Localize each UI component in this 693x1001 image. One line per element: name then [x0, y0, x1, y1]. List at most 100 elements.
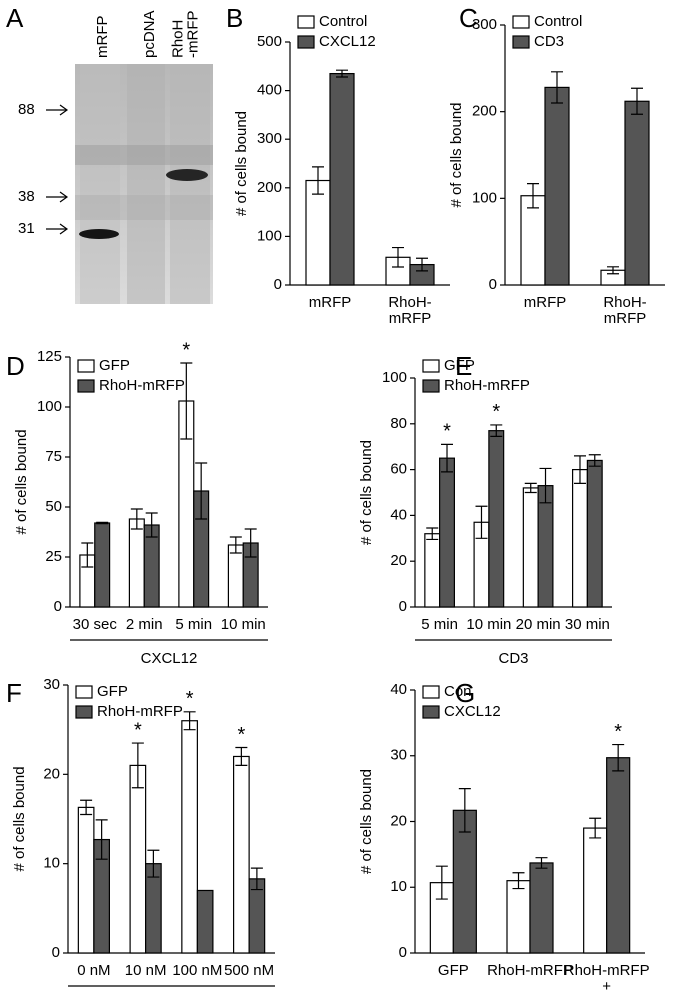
- x-tick-label: mRFP: [309, 294, 352, 311]
- y-axis-label: # of cells bound: [11, 766, 28, 871]
- legend-label: Con: [444, 683, 472, 700]
- x-tick-label: 2 min: [126, 616, 163, 633]
- y-tick-label: 0: [52, 944, 60, 961]
- y-axis-label: # of cells bound: [13, 429, 30, 534]
- bar: [228, 545, 243, 607]
- y-axis-label: # of cells bound: [233, 111, 250, 216]
- x-tick-label: 100 nM: [172, 962, 222, 979]
- y-tick-label: 0: [54, 598, 62, 615]
- bar: [523, 488, 538, 607]
- bar: [489, 431, 504, 607]
- x-tick-label: 20 min: [516, 616, 561, 633]
- legend-swatch: [298, 36, 314, 48]
- bar: [330, 74, 354, 285]
- bar: [440, 458, 455, 607]
- legend-label: CXCL12: [319, 33, 376, 50]
- y-tick-label: 300: [257, 130, 282, 147]
- blot-smear: [75, 195, 213, 220]
- legend-swatch: [78, 380, 94, 392]
- bar: [425, 534, 440, 607]
- legend-label: CD3: [534, 33, 564, 50]
- legend-swatch: [513, 36, 529, 48]
- y-tick-label: 0: [489, 276, 497, 293]
- significance-mark: *: [186, 688, 194, 710]
- x-tick-label: 500 nM: [224, 962, 274, 979]
- y-axis-label: # of cells bound: [358, 769, 375, 874]
- marker-label: 38: [18, 188, 35, 205]
- blot-lane: [127, 64, 165, 304]
- bar: [182, 721, 198, 953]
- y-tick-label: 80: [390, 415, 407, 432]
- x-tick-label: mRFP: [604, 310, 647, 327]
- y-tick-label: 400: [257, 82, 282, 99]
- x-tick-label: 10 min: [221, 616, 266, 633]
- y-tick-label: 0: [274, 276, 282, 293]
- legend-swatch: [76, 706, 92, 718]
- x-tick-label: mRFP: [524, 294, 567, 311]
- blot-smear: [75, 145, 213, 165]
- x-axis-label: CXCL12: [141, 650, 198, 667]
- legend-label: GFP: [99, 357, 130, 374]
- x-tick-label: GFP: [438, 962, 469, 979]
- x-axis-label: CD3: [498, 650, 528, 667]
- y-tick-label: 30: [390, 747, 407, 764]
- bar: [521, 196, 545, 285]
- x-tick-label: 10 min: [466, 616, 511, 633]
- x-tick-label: +: [602, 978, 611, 995]
- marker-label: 88: [18, 101, 35, 118]
- x-tick-label: 30 min: [565, 616, 610, 633]
- y-tick-label: 0: [399, 944, 407, 961]
- y-tick-label: 10: [390, 878, 407, 895]
- bar: [587, 460, 602, 607]
- y-tick-label: 30: [43, 676, 60, 693]
- y-tick-label: 500: [257, 33, 282, 50]
- y-tick-label: 10: [43, 855, 60, 872]
- x-tick-label: 5 min: [421, 616, 458, 633]
- legend-swatch: [423, 686, 439, 698]
- y-tick-label: 100: [472, 189, 497, 206]
- blot-lane: [80, 64, 120, 304]
- y-tick-label: 100: [257, 227, 282, 244]
- legend-swatch: [423, 360, 439, 372]
- significance-mark: *: [492, 401, 500, 423]
- y-tick-label: 200: [257, 179, 282, 196]
- legend-swatch: [298, 16, 314, 28]
- bar: [530, 863, 553, 953]
- y-axis-label: # of cells bound: [358, 440, 375, 545]
- x-tick-label: 0 nM: [77, 962, 110, 979]
- bar: [507, 881, 530, 953]
- panel-label: F: [6, 678, 22, 708]
- legend-label: GFP: [444, 357, 475, 374]
- error-bar: [96, 522, 108, 523]
- y-tick-label: 100: [382, 369, 407, 386]
- significance-mark: *: [614, 721, 622, 743]
- legend-label: GFP: [97, 683, 128, 700]
- x-tick-label: RhoH-: [388, 294, 431, 311]
- bar: [129, 519, 144, 607]
- x-tick-label: RhoH-mRFP: [487, 962, 573, 979]
- y-tick-label: 40: [390, 681, 407, 698]
- y-tick-label: 25: [45, 548, 62, 565]
- x-tick-label: mRFP: [389, 310, 432, 327]
- x-tick-label: RhoH-: [603, 294, 646, 311]
- y-tick-label: 20: [390, 812, 407, 829]
- legend-swatch: [423, 706, 439, 718]
- y-tick-label: 300: [472, 16, 497, 33]
- x-tick-label: 30 sec: [73, 616, 118, 633]
- legend-label: Control: [319, 13, 367, 30]
- blot-band: [79, 229, 119, 239]
- panel-label: D: [6, 351, 25, 381]
- legend-swatch: [513, 16, 529, 28]
- significance-mark: *: [237, 724, 245, 746]
- y-tick-label: 125: [37, 348, 62, 365]
- significance-mark: *: [134, 719, 142, 741]
- y-tick-label: 40: [390, 506, 407, 523]
- legend-label: RhoH-mRFP: [99, 377, 185, 394]
- y-tick-label: 0: [399, 598, 407, 615]
- bar: [306, 181, 330, 285]
